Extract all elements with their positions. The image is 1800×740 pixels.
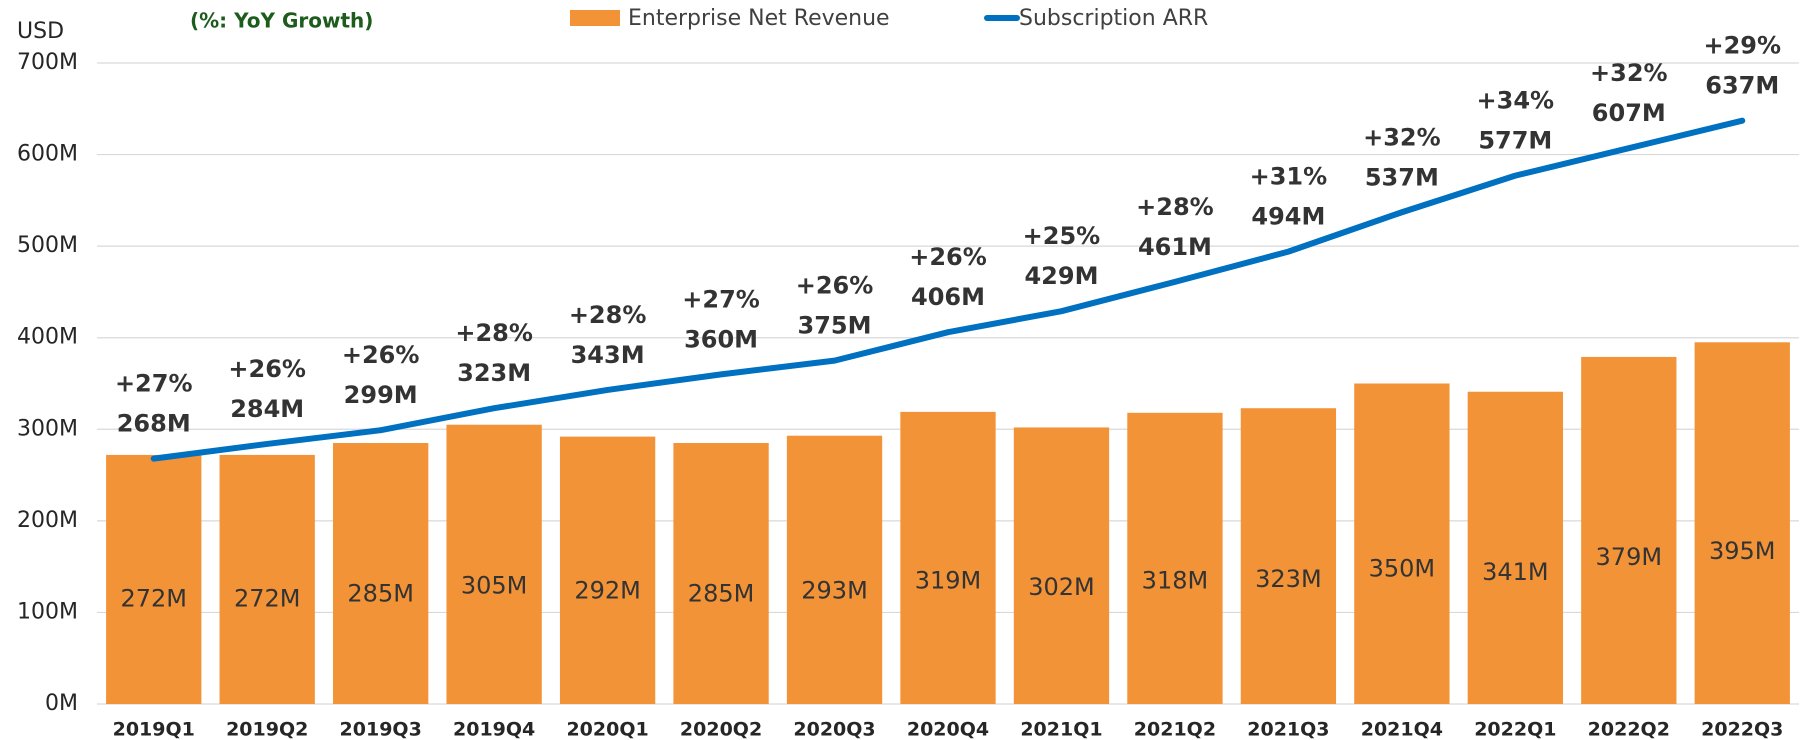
bar-value-label: 305M — [461, 572, 528, 600]
line-value-label: 343M — [571, 341, 645, 369]
x-tick-label: 2021Q1 — [1020, 719, 1102, 740]
line-value-label: 268M — [117, 410, 191, 438]
bar — [1581, 356, 1677, 704]
bar-value-label: 285M — [347, 579, 414, 607]
y-tick-label: 100M — [17, 599, 78, 624]
bar-value-label: 302M — [1028, 573, 1095, 601]
line-value-label: 577M — [1478, 127, 1552, 155]
legend-label: Subscription ARR — [1019, 6, 1208, 31]
growth-label: +32% — [1363, 123, 1441, 151]
bar — [559, 436, 656, 704]
bar-value-label: 272M — [234, 584, 301, 612]
bar — [1467, 391, 1563, 704]
bar-value-label: 318M — [1142, 567, 1209, 595]
y-tick-label: 600M — [17, 142, 78, 167]
line-value-label: 360M — [684, 325, 758, 353]
x-tick-label: 2020Q3 — [793, 719, 875, 740]
bar — [786, 435, 883, 704]
growth-label: +27% — [115, 370, 193, 398]
line-value-label: 494M — [1251, 203, 1325, 231]
x-tick-label: 2021Q4 — [1361, 719, 1443, 740]
growth-label: +26% — [909, 243, 987, 271]
x-tick-label: 2020Q2 — [680, 719, 762, 740]
annotation: (%: YoY Growth) — [190, 9, 373, 33]
y-tick-label: 500M — [17, 233, 78, 258]
growth-label: +27% — [682, 285, 760, 313]
legend-label: Enterprise Net Revenue — [628, 6, 890, 31]
bar — [333, 443, 429, 704]
bar — [1354, 383, 1450, 704]
line-value-label: 284M — [230, 395, 304, 423]
bar — [1694, 342, 1790, 704]
bar — [1013, 427, 1110, 704]
x-tick-label: 2019Q3 — [340, 719, 422, 740]
x-tick-label: 2021Q2 — [1134, 719, 1216, 740]
x-tick-label: 2020Q1 — [566, 719, 648, 740]
line-value-label: 429M — [1024, 262, 1098, 290]
growth-label: +29% — [1703, 32, 1781, 60]
legend-swatch — [570, 10, 620, 26]
bar — [900, 411, 996, 704]
growth-label: +26% — [342, 341, 420, 369]
growth-label: +28% — [455, 319, 533, 347]
x-tick-label: 2022Q3 — [1701, 719, 1783, 740]
line-value-label: 607M — [1592, 99, 1666, 127]
bar-value-label: 272M — [120, 584, 187, 612]
x-tick-label: 2022Q1 — [1474, 719, 1556, 740]
bar-value-label: 323M — [1255, 565, 1322, 593]
growth-label: +26% — [796, 272, 874, 300]
bar — [1127, 412, 1223, 704]
bar-value-label: 293M — [801, 576, 868, 604]
x-tick-label: 2019Q2 — [226, 719, 308, 740]
line-value-label: 323M — [457, 359, 531, 387]
bar — [446, 424, 542, 704]
bar — [106, 454, 202, 704]
line-value-label: 537M — [1365, 163, 1439, 191]
y-tick-label: 400M — [17, 325, 78, 350]
bar-value-label: 350M — [1369, 554, 1436, 582]
bar-value-label: 285M — [688, 579, 755, 607]
bar-value-label: 292M — [574, 577, 641, 605]
y-tick-label: 700M — [17, 50, 78, 75]
bar — [1240, 408, 1337, 704]
y-tick-label: 300M — [17, 416, 78, 441]
growth-label: +28% — [569, 301, 647, 329]
y-axis-unit: USD — [17, 19, 64, 44]
x-tick-label: 2020Q4 — [907, 719, 989, 740]
growth-label: +28% — [1136, 193, 1214, 221]
bar — [219, 454, 315, 704]
growth-label: +31% — [1250, 163, 1328, 191]
line-value-label: 461M — [1138, 233, 1212, 261]
line-value-label: 299M — [344, 381, 418, 409]
bar-value-label: 395M — [1709, 537, 1776, 565]
x-tick-label: 2019Q4 — [453, 719, 535, 740]
line-value-label: 375M — [798, 312, 872, 340]
y-tick-label: 0M — [45, 691, 78, 716]
x-tick-label: 2022Q2 — [1588, 719, 1670, 740]
line-value-label: 406M — [911, 283, 985, 311]
bar-value-label: 319M — [915, 566, 982, 594]
growth-label: +25% — [1023, 222, 1101, 250]
y-tick-label: 200M — [17, 508, 78, 533]
growth-label: +34% — [1477, 87, 1555, 115]
bar-value-label: 341M — [1482, 558, 1549, 586]
bar — [673, 443, 769, 704]
x-tick-label: 2021Q3 — [1247, 719, 1329, 740]
x-tick-label: 2019Q1 — [113, 719, 195, 740]
line-value-label: 637M — [1705, 72, 1779, 100]
line — [150, 117, 1746, 462]
growth-label: +26% — [228, 355, 306, 383]
growth-label: +32% — [1590, 59, 1668, 87]
bar-value-label: 379M — [1596, 543, 1663, 571]
